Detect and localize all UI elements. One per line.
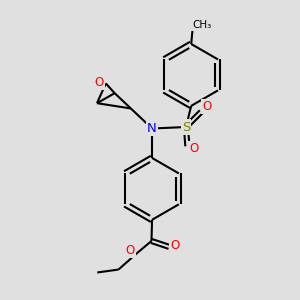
Text: S: S xyxy=(182,121,190,134)
Text: O: O xyxy=(202,100,211,113)
Text: O: O xyxy=(95,76,104,89)
Text: N: N xyxy=(147,122,157,135)
Text: O: O xyxy=(189,142,199,155)
Text: CH₃: CH₃ xyxy=(192,20,211,30)
Text: O: O xyxy=(126,244,135,257)
Text: O: O xyxy=(170,239,180,252)
